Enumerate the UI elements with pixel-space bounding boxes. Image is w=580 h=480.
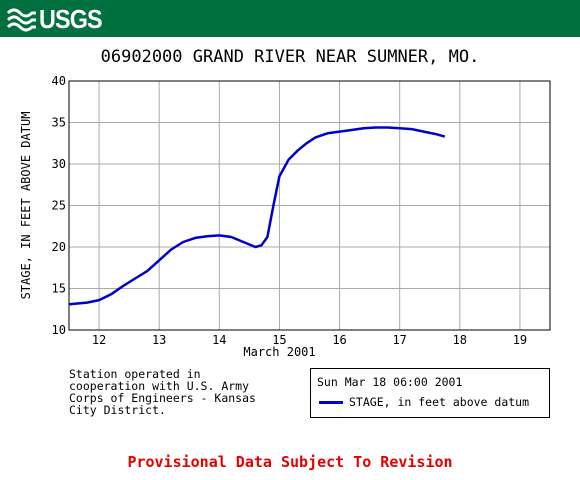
x-tick-label: 12 [92, 333, 106, 347]
y-tick-label: 10 [52, 323, 66, 337]
legend-date: Sun Mar 18 06:00 2001 [317, 375, 463, 389]
usgs-wave-icon [6, 8, 36, 32]
station-cooperation-note: Station operated in cooperation with U.S… [69, 367, 256, 417]
y-axis-label: STAGE, IN FEET ABOVE DATUM [19, 112, 33, 300]
tick-labels: 10 15 20 25 30 35 40 12 13 14 15 16 17 18 19 [52, 74, 528, 347]
usgs-header: USGS [0, 0, 580, 37]
y-tick-label: 40 [52, 74, 66, 88]
y-tick-label: 15 [52, 282, 66, 296]
x-tick-label: 14 [212, 333, 226, 347]
x-tick-label: 17 [392, 333, 406, 347]
y-tick-label: 35 [52, 116, 66, 130]
x-tick-label: 18 [453, 333, 467, 347]
usgs-logo[interactable]: USGS [6, 4, 109, 34]
x-tick-label: 13 [152, 333, 166, 347]
chart-title: 06902000 GRAND RIVER NEAR SUMNER, MO. [100, 47, 480, 67]
x-tick-label: 19 [513, 333, 527, 347]
grid-lines [69, 81, 550, 330]
y-tick-label: 25 [52, 199, 66, 213]
stage-series-line [68, 126, 446, 306]
provisional-notice: Provisional Data Subject To Revision [127, 453, 453, 471]
chart-legend: Sun Mar 18 06:00 2001 STAGE, in feet abo… [310, 368, 550, 418]
x-axis-label: March 2001 [243, 345, 315, 359]
legend-series-label: STAGE, in feet above datum [349, 395, 530, 409]
x-tick-label: 15 [272, 333, 286, 347]
usgs-logo-text: USGS [39, 3, 103, 34]
y-tick-label: 30 [52, 157, 66, 171]
y-tick-label: 20 [52, 240, 66, 254]
legend-swatch [319, 401, 343, 404]
plot-frame [68, 80, 551, 331]
x-tick-label: 16 [332, 333, 346, 347]
